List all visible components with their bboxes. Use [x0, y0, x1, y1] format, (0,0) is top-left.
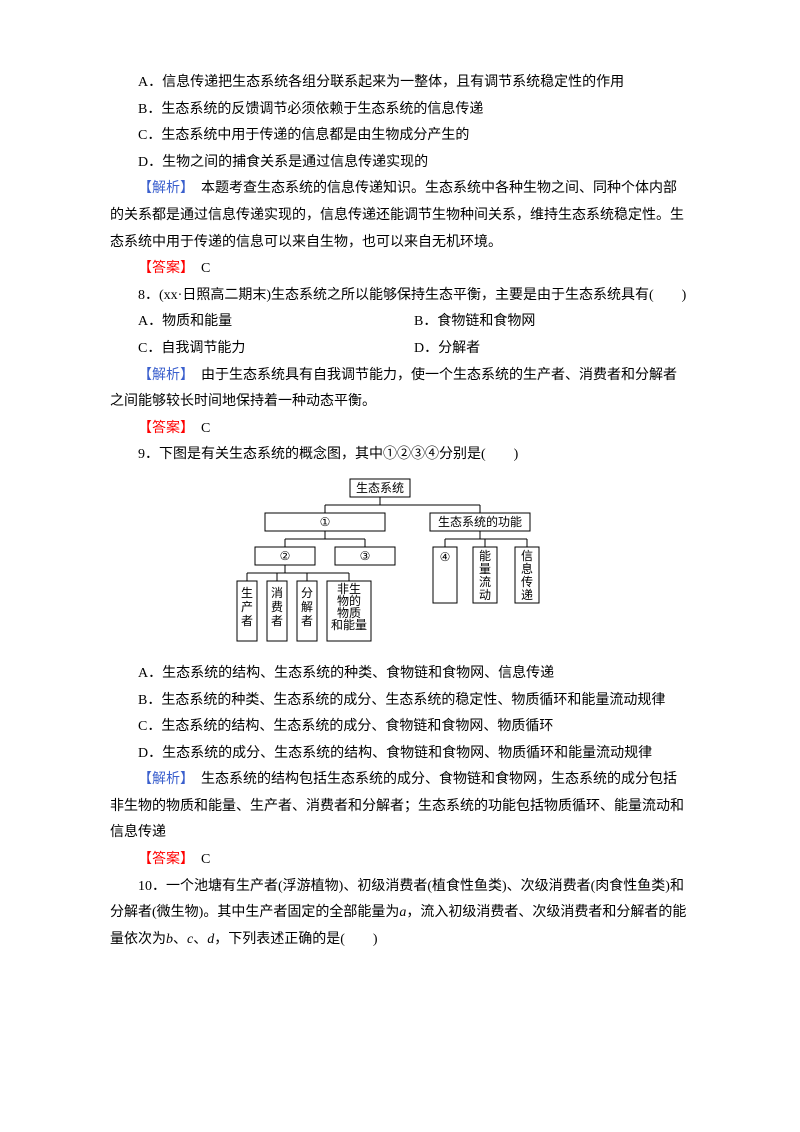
q9-option-a: A．生态系统的结构、生态系统的种类、食物链和食物网、信息传递 [110, 661, 690, 688]
svg-text:生: 生 [241, 586, 253, 600]
q8-option-d: D．分解者 [414, 336, 690, 363]
q8-option-a: A．物质和能量 [138, 309, 414, 336]
svg-text:者: 者 [271, 614, 283, 628]
answer-label: 【答案】 [138, 421, 187, 436]
page-content: A．信息传递把生态系统各组分联系起来为一整体，且有调节系统稳定性的作用 B．生态… [0, 0, 800, 1132]
q8-option-c: C．自我调节能力 [138, 336, 414, 363]
svg-text:④: ④ [440, 550, 451, 564]
q7-option-a: A．信息传递把生态系统各组分联系起来为一整体，且有调节系统稳定性的作用 [110, 70, 690, 97]
answer-label: 【答案】 [138, 852, 187, 867]
q7-answer: 【答案】 C [110, 256, 690, 283]
q9-answer: 【答案】 C [110, 847, 690, 874]
svg-text:③: ③ [360, 549, 371, 563]
svg-text:产: 产 [241, 600, 253, 614]
svg-text:息: 息 [521, 561, 533, 576]
svg-text:生态系统: 生态系统 [356, 481, 404, 495]
svg-text:能: 能 [479, 549, 491, 563]
svg-text:消: 消 [271, 586, 283, 600]
svg-text:者: 者 [241, 614, 253, 628]
svg-text:费: 费 [271, 600, 283, 614]
analysis-label: 【解析】 [138, 368, 187, 383]
q9-answer-text: C [187, 852, 210, 867]
q8-options-row-1: A．物质和能量 B．食物链和食物网 [110, 309, 690, 336]
q8-option-b: B．食物链和食物网 [414, 309, 690, 336]
q8-answer-text: C [187, 421, 210, 436]
q9-analysis: 【解析】 生态系统的结构包括生态系统的成分、食物链和食物网，生态系统的成分包括非… [110, 767, 690, 847]
svg-text:和能量: 和能量 [331, 618, 367, 632]
q9-diagram: 生态系统 ① 生态系统的功能 ② ③ [110, 477, 690, 649]
svg-text:流: 流 [479, 575, 491, 589]
svg-text:者: 者 [301, 614, 313, 628]
svg-text:量: 量 [479, 562, 491, 576]
q7-analysis-text: 本题考查生态系统的信息传递知识。生态系统中各种生物之间、同种个体内部的关系都是通… [110, 181, 684, 249]
svg-text:递: 递 [521, 588, 533, 602]
svg-text:分: 分 [301, 586, 313, 600]
q9-analysis-text: 生态系统的结构包括生态系统的成分、食物链和食物网，生态系统的成分包括非生物的物质… [110, 772, 684, 840]
svg-text:解: 解 [301, 600, 313, 614]
svg-text:②: ② [280, 549, 291, 563]
q7-option-b: B．生态系统的反馈调节必须依赖于生态系统的信息传递 [110, 97, 690, 124]
svg-text:动: 动 [479, 588, 491, 602]
svg-text:信: 信 [521, 549, 533, 563]
q10-var-b: b [166, 932, 173, 947]
answer-label: 【答案】 [138, 261, 187, 276]
q8-answer: 【答案】 C [110, 416, 690, 443]
q7-option-c: C．生态系统中用于传递的信息都是由生物成分产生的 [110, 123, 690, 150]
q8-stem: 8．(xx·日照高二期末)生态系统之所以能够保持生态平衡，主要是由于生态系统具有… [110, 283, 690, 310]
q10-stem: 10．一个池塘有生产者(浮游植物)、初级消费者(植食性鱼类)、次级消费者(肉食性… [110, 874, 690, 954]
analysis-label: 【解析】 [138, 772, 187, 787]
q7-answer-text: C [187, 261, 210, 276]
svg-text:生态系统的功能: 生态系统的功能 [438, 514, 522, 529]
q9-stem: 9．下图是有关生态系统的概念图，其中①②③④分别是( ) [110, 442, 690, 469]
svg-text:传: 传 [521, 574, 533, 589]
q8-analysis: 【解析】 由于生态系统具有自我调节能力，使一个生态系统的生产者、消费者和分解者之… [110, 363, 690, 416]
analysis-label: 【解析】 [138, 181, 187, 196]
q8-analysis-text: 由于生态系统具有自我调节能力，使一个生态系统的生产者、消费者和分解者之间能够较长… [110, 368, 677, 410]
q7-option-d: D．生物之间的捕食关系是通过信息传递实现的 [110, 150, 690, 177]
q7-analysis: 【解析】 本题考查生态系统的信息传递知识。生态系统中各种生物之间、同种个体内部的… [110, 176, 690, 256]
q10-var-c: c [187, 932, 193, 947]
q9-option-c: C．生态系统的结构、生态系统的成分、食物链和食物网、物质循环 [110, 714, 690, 741]
q8-options-row-2: C．自我调节能力 D．分解者 [110, 336, 690, 363]
q9-option-d: D．生态系统的成分、生态系统的结构、食物链和食物网、物质循环和能量流动规律 [110, 741, 690, 768]
svg-text:①: ① [320, 515, 331, 529]
q9-option-b: B．生态系统的种类、生态系统的成分、生态系统的稳定性、物质循环和能量流动规律 [110, 688, 690, 715]
q10-stem-part3: ，下列表述正确的是( ) [214, 932, 377, 947]
